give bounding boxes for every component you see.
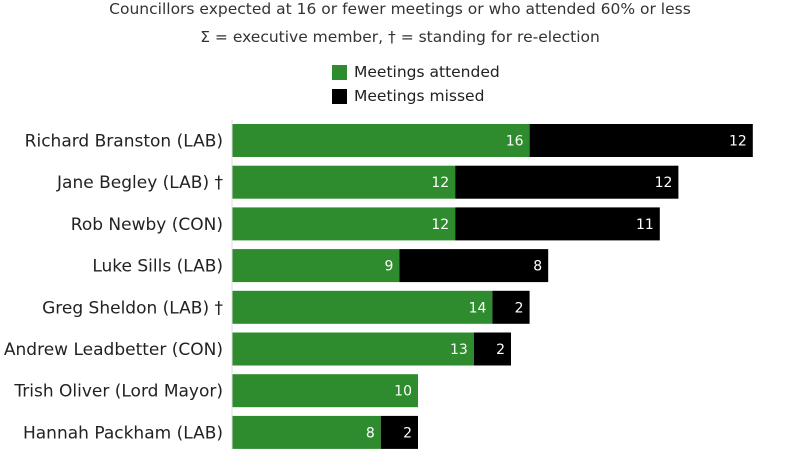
data-label-attended: 13 <box>450 342 468 358</box>
bar-missed <box>473 332 511 366</box>
category-label: Jane Begley (LAB) † <box>56 173 223 193</box>
bar-attended <box>232 165 456 199</box>
legend-item-attended: Meetings attended <box>332 60 500 84</box>
data-label-missed: 12 <box>655 175 673 191</box>
bar-attended <box>232 332 474 366</box>
legend-swatch-missed <box>332 88 347 104</box>
data-label-attended: 8 <box>366 425 375 441</box>
category-label: Luke Sills (LAB) <box>92 257 223 277</box>
bar-missed <box>380 415 418 449</box>
data-label-missed: 2 <box>496 342 505 358</box>
category-label: Hannah Packham (LAB) <box>23 423 223 443</box>
chart-subtitle-line-2: Σ = executive member, † = standing for r… <box>200 28 600 46</box>
bar-missed <box>455 165 679 199</box>
data-label-attended: 12 <box>431 217 449 233</box>
data-label-attended: 12 <box>431 175 449 191</box>
legend-label-attended: Meetings attended <box>354 63 500 81</box>
bar-attended <box>232 374 418 408</box>
category-label: Rob Newby (CON) <box>71 215 223 235</box>
category-label: Richard Branston (LAB) <box>25 132 223 152</box>
bar-attended <box>232 415 381 449</box>
data-label-attended: 9 <box>384 259 393 275</box>
chart-legend: Meetings attended Meetings missed <box>332 60 500 108</box>
legend-item-missed: Meetings missed <box>332 84 500 108</box>
data-label-attended: 16 <box>506 134 524 150</box>
data-label-missed: 2 <box>515 300 524 316</box>
category-label: Trish Oliver (Lord Mayor) <box>13 382 223 402</box>
bar-attended <box>232 124 530 157</box>
bar-missed <box>399 249 549 283</box>
data-label-missed: 8 <box>533 259 542 275</box>
bar-attended <box>232 207 456 241</box>
data-label-attended: 10 <box>394 384 412 400</box>
category-label: Greg Sheldon (LAB) † <box>42 298 223 318</box>
data-label-missed: 11 <box>636 217 654 233</box>
data-label-attended: 14 <box>469 300 487 316</box>
bar-attended <box>232 290 493 324</box>
bar-missed <box>492 290 530 324</box>
bar-missed <box>529 124 753 157</box>
data-label-missed: 12 <box>729 134 747 150</box>
chart-subtitle-line-1: Councillors expected at 16 or fewer meet… <box>109 0 691 18</box>
category-label: Andrew Leadbetter (CON) <box>4 340 223 360</box>
data-label-missed: 2 <box>403 425 412 441</box>
bar-attended <box>232 249 400 283</box>
bar-missed <box>455 207 660 241</box>
legend-swatch-attended <box>332 64 347 80</box>
legend-label-missed: Meetings missed <box>354 87 485 105</box>
